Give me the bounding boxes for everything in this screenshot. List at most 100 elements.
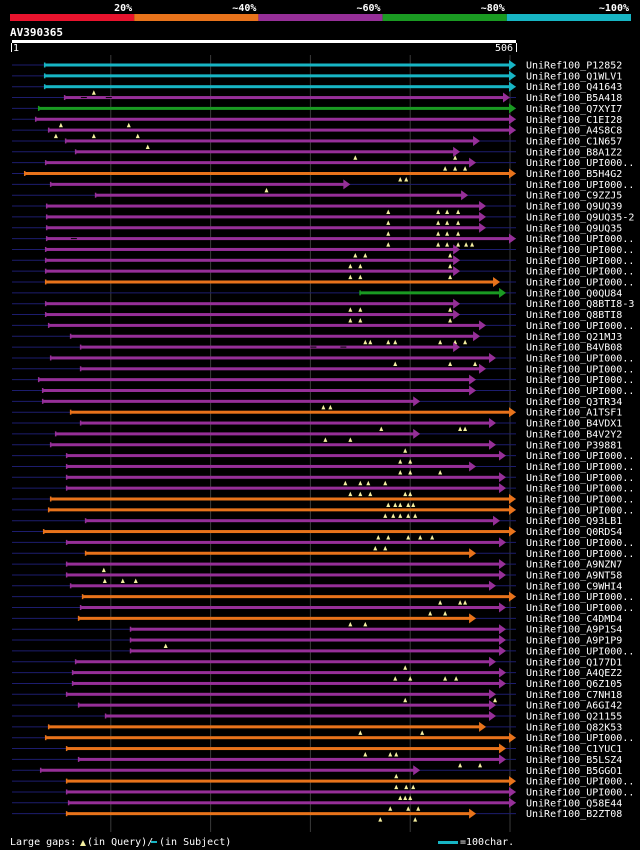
hit-bar[interactable] bbox=[65, 139, 475, 143]
hit-bar[interactable] bbox=[70, 584, 491, 588]
hit-bar[interactable] bbox=[50, 497, 511, 501]
hit-label[interactable]: UniRef100_UPI000.. bbox=[526, 353, 634, 364]
hit-label[interactable]: UniRef100_B4V2Y2 bbox=[526, 429, 622, 440]
hit-bar[interactable] bbox=[45, 313, 455, 317]
hit-bar[interactable] bbox=[40, 768, 415, 772]
hit-bar[interactable] bbox=[66, 475, 501, 479]
hit-label[interactable]: UniRef100_B5H4G2 bbox=[526, 169, 622, 180]
hit-bar[interactable] bbox=[85, 551, 471, 555]
alignment-row[interactable]: UniRef100_A9NZN7 bbox=[12, 559, 622, 573]
hit-bar[interactable] bbox=[45, 736, 510, 740]
hit-label[interactable]: UniRef100_UPI000.. bbox=[526, 256, 634, 267]
alignment-row[interactable]: UniRef100_B4VB08 bbox=[12, 342, 622, 354]
hit-label[interactable]: UniRef100_UPI000.. bbox=[526, 321, 634, 332]
alignment-row[interactable]: UniRef100_Q7XYI7 bbox=[12, 103, 622, 115]
hit-bar[interactable] bbox=[78, 616, 471, 620]
hit-label[interactable]: UniRef100_UPI000.. bbox=[526, 505, 634, 516]
hit-bar[interactable] bbox=[66, 747, 501, 751]
hit-label[interactable]: UniRef100_UPI000.. bbox=[526, 158, 634, 169]
hit-label[interactable]: UniRef100_A9P1P9 bbox=[526, 636, 622, 647]
hit-bar[interactable] bbox=[48, 323, 481, 327]
hit-label[interactable]: UniRef100_A1TSF1 bbox=[526, 408, 622, 419]
hit-bar[interactable] bbox=[64, 96, 505, 100]
hit-bar[interactable] bbox=[66, 454, 501, 458]
alignment-row[interactable]: UniRef100_A9NT58 bbox=[12, 569, 622, 583]
hit-label[interactable]: UniRef100_C1EI28 bbox=[526, 115, 622, 126]
alignment-row[interactable]: UniRef100_Q82K53 bbox=[12, 721, 622, 735]
alignment-row[interactable]: UniRef100_Q8BTI8-3 bbox=[12, 298, 634, 312]
hit-bar[interactable] bbox=[38, 378, 471, 382]
hit-label[interactable]: UniRef100_B8A1Z2 bbox=[526, 147, 622, 158]
alignment-row[interactable]: UniRef100_UPI000.. bbox=[12, 157, 634, 171]
hit-bar[interactable] bbox=[48, 128, 511, 132]
hit-label[interactable]: UniRef100_Q21MJ3 bbox=[526, 332, 622, 343]
alignment-row[interactable]: UniRef100_B4VDX1 bbox=[12, 418, 622, 432]
alignment-row[interactable]: UniRef100_B8A1Z2 bbox=[12, 146, 622, 160]
hit-label[interactable]: UniRef100_UPI000.. bbox=[526, 245, 634, 256]
hit-bar[interactable] bbox=[48, 508, 511, 512]
hit-label[interactable]: UniRef100_Q82K53 bbox=[526, 722, 622, 733]
alignment-row[interactable]: UniRef100_A4S8C8 bbox=[12, 125, 622, 139]
alignment-row[interactable]: UniRef100_UPI000.. bbox=[12, 233, 634, 247]
hit-label[interactable]: UniRef100_B4VDX1 bbox=[526, 419, 622, 430]
alignment-row[interactable]: UniRef100_P12852 bbox=[12, 60, 622, 72]
hit-bar[interactable] bbox=[66, 790, 511, 794]
hit-bar[interactable] bbox=[42, 399, 415, 403]
alignment-row[interactable]: UniRef100_A1TSF1 bbox=[12, 407, 622, 419]
hit-bar[interactable] bbox=[360, 291, 501, 295]
hit-bar[interactable] bbox=[46, 237, 510, 241]
hit-label[interactable]: UniRef100_UPI000.. bbox=[526, 495, 634, 506]
hit-bar[interactable] bbox=[38, 106, 510, 110]
hit-label[interactable]: UniRef100_UPI000.. bbox=[526, 267, 634, 278]
hit-bar[interactable] bbox=[42, 389, 471, 392]
hit-bar[interactable] bbox=[95, 193, 463, 197]
alignment-row[interactable]: UniRef100_UPI000.. bbox=[12, 591, 634, 605]
hit-bar[interactable] bbox=[44, 74, 510, 78]
hit-bar[interactable] bbox=[130, 638, 501, 642]
hit-bar[interactable] bbox=[78, 703, 491, 707]
alignment-row[interactable]: UniRef100_UPI000.. bbox=[12, 450, 634, 464]
hit-bar[interactable] bbox=[43, 530, 510, 534]
hit-bar[interactable] bbox=[75, 150, 455, 154]
hit-label[interactable]: UniRef100_A9NZN7 bbox=[526, 560, 622, 571]
hit-label[interactable]: UniRef100_B2ZT08 bbox=[526, 809, 622, 820]
alignment-row[interactable]: UniRef100_A9P1P9 bbox=[12, 635, 622, 649]
hit-label[interactable]: UniRef100_Q3TR34 bbox=[526, 397, 622, 408]
alignment-row[interactable]: UniRef100_UPI000.. bbox=[12, 494, 634, 507]
hit-label[interactable]: UniRef100_UPI000.. bbox=[526, 473, 634, 484]
alignment-row[interactable]: UniRef100_C1EI28 bbox=[12, 114, 622, 128]
alignment-row[interactable]: UniRef100_C7NH18 bbox=[12, 689, 622, 703]
hit-label[interactable]: UniRef100_A4S8C8 bbox=[526, 126, 622, 137]
hit-bar[interactable] bbox=[80, 345, 455, 349]
hit-label[interactable]: UniRef100_UPI000.. bbox=[526, 451, 634, 462]
hit-bar[interactable] bbox=[46, 226, 481, 230]
hit-label[interactable]: UniRef100_Q1WLV1 bbox=[526, 71, 622, 82]
hit-bar[interactable] bbox=[50, 182, 345, 186]
hit-label[interactable]: UniRef100_Q0RDS4 bbox=[526, 527, 622, 538]
hit-label[interactable]: UniRef100_Q9UQ35 bbox=[526, 223, 622, 234]
alignment-row[interactable]: UniRef100_UPI000.. bbox=[12, 483, 634, 497]
hit-label[interactable]: UniRef100_A4QEZ2 bbox=[526, 668, 622, 679]
hit-label[interactable]: UniRef100_P39881 bbox=[526, 440, 622, 451]
hit-label[interactable]: UniRef100_A9P1S4 bbox=[526, 625, 622, 636]
alignment-row[interactable]: UniRef100_UPI000.. bbox=[12, 179, 634, 193]
hit-bar[interactable] bbox=[85, 519, 495, 523]
alignment-row[interactable]: UniRef100_Q8BTI8 bbox=[12, 309, 622, 323]
hit-label[interactable]: UniRef100_Q93LB1 bbox=[526, 516, 622, 527]
alignment-row[interactable]: UniRef100_Q9UQ35 bbox=[12, 222, 622, 236]
alignment-row[interactable]: UniRef100_UPI000.. bbox=[12, 537, 634, 551]
alignment-row[interactable]: UniRef100_Q41643 bbox=[12, 81, 622, 95]
alignment-row[interactable]: UniRef100_UPI000.. bbox=[12, 320, 634, 332]
hit-label[interactable]: UniRef100_C7NH18 bbox=[526, 690, 622, 701]
hit-bar[interactable] bbox=[35, 117, 510, 121]
alignment-row[interactable]: UniRef100_Q0QU84 bbox=[12, 287, 622, 300]
hit-label[interactable]: UniRef100_UPI000.. bbox=[526, 386, 634, 397]
hit-label[interactable]: UniRef100_UPI000.. bbox=[526, 278, 634, 289]
hit-bar[interactable] bbox=[45, 247, 455, 251]
hit-bar[interactable] bbox=[55, 432, 415, 436]
hit-bar[interactable] bbox=[45, 280, 495, 284]
hit-bar[interactable] bbox=[45, 161, 471, 165]
alignment-row[interactable]: UniRef100_A4QEZ2 bbox=[12, 667, 622, 681]
hit-label[interactable]: UniRef100_B5LSZ4 bbox=[526, 755, 622, 766]
hit-label[interactable]: UniRef100_C1YUC1 bbox=[526, 744, 622, 755]
